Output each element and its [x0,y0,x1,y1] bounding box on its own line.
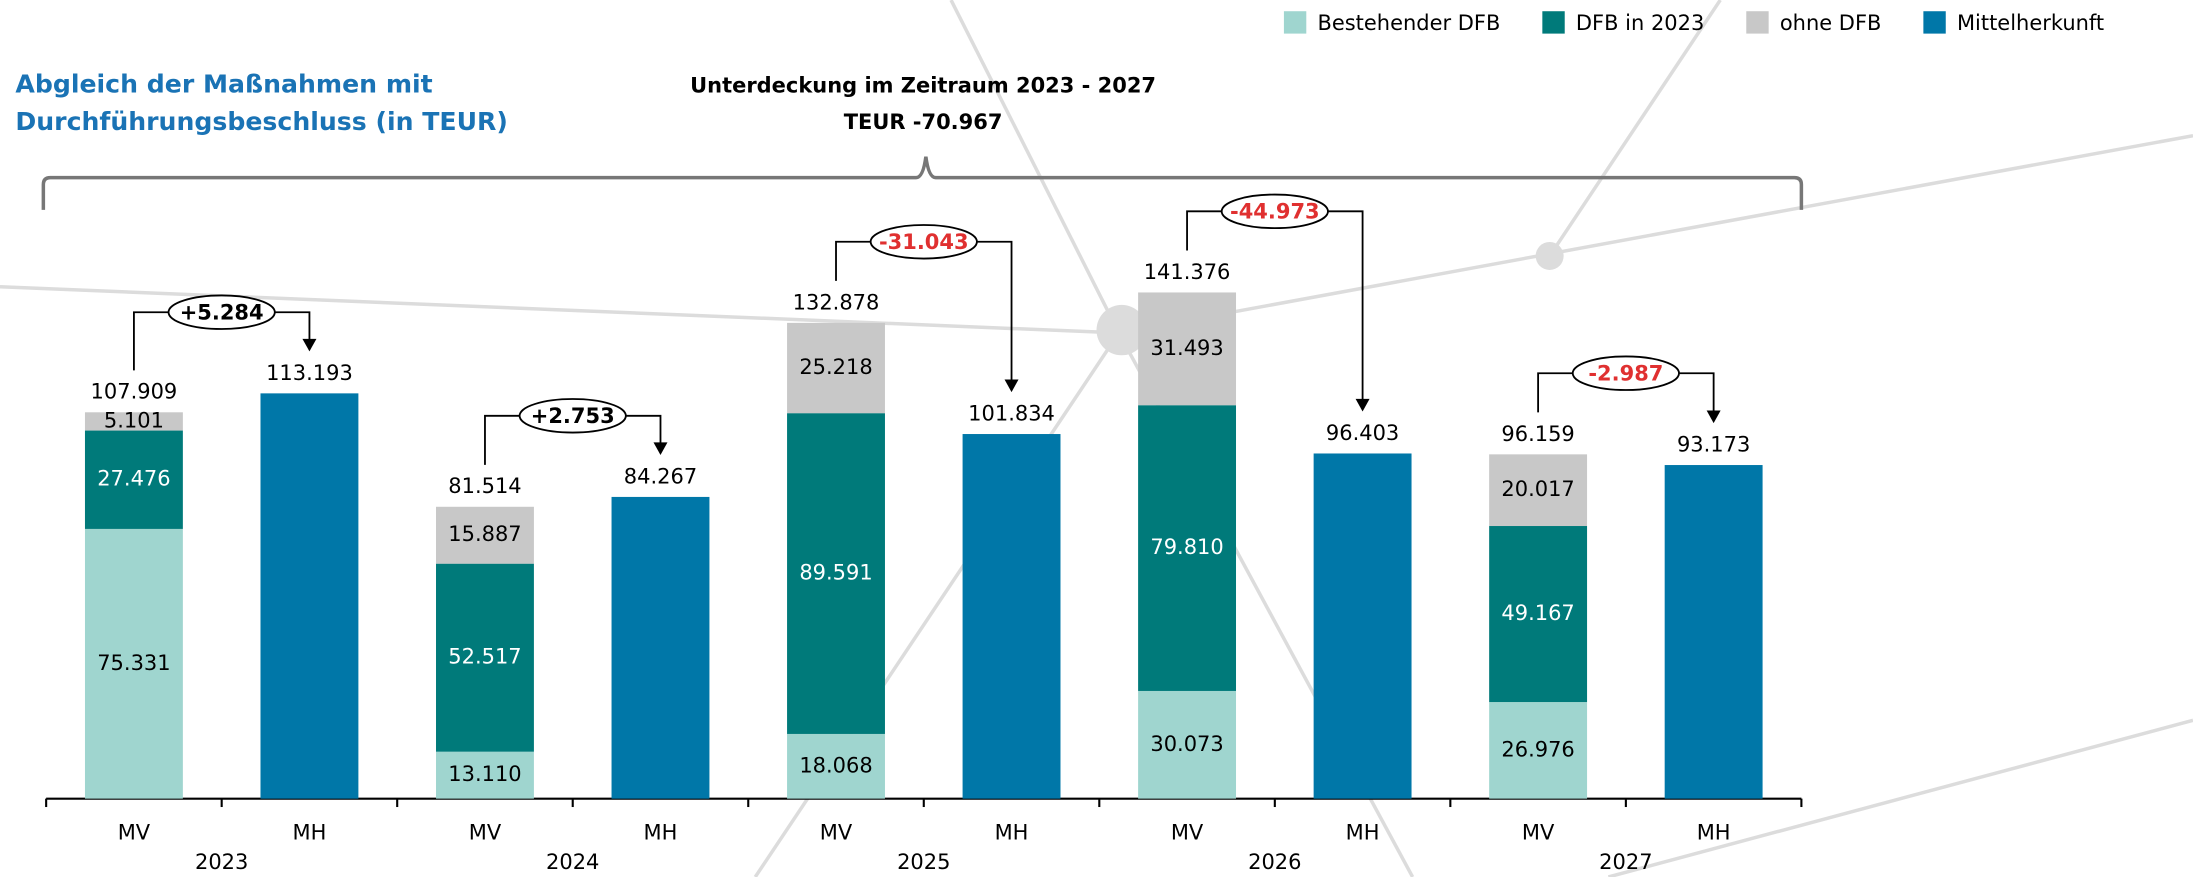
difference-label: +2.753 [531,404,615,428]
data-label: 113.193 [266,361,353,385]
difference-label: -31.043 [879,230,969,254]
bar-segment [962,434,1061,799]
data-label: 52.517 [448,645,521,669]
bar-segment [436,563,534,752]
data-label: 96.403 [1326,421,1399,445]
total-label: 132.878 [793,290,880,314]
bar-segment [436,751,534,799]
legend-swatch [1283,11,1307,34]
legend-swatch [1923,11,1946,34]
difference-label: -2.987 [1588,362,1663,386]
bar-segment [84,528,183,799]
bar-segment [1489,454,1588,527]
difference-arrow [653,442,668,455]
period-brace [41,156,1804,210]
bar-segment [1138,292,1237,406]
chart-title: Abgleich der Maßnahmen mit Durchführungsb… [15,69,508,136]
difference-oval [869,224,978,260]
x-tick-label: MH [1697,821,1731,845]
bar-segment [787,322,885,414]
x-tick-label: MV [118,821,151,845]
group-label: 2027 [1599,850,1652,874]
data-label: 101.834 [968,401,1055,425]
x-tick-label: MH [1346,821,1380,845]
data-label: 27.476 [97,467,170,491]
data-label: 75.331 [97,651,170,675]
x-tick-label: MH [995,821,1029,845]
x-tick-label: MH [644,821,678,845]
data-label: 84.267 [624,464,697,488]
data-label: 79.810 [1150,535,1223,559]
x-tick-label: MV [820,821,853,845]
x-tick-label: MV [1522,821,1555,845]
bar-segment [1664,465,1763,799]
data-label: 15.887 [448,522,521,546]
difference-arrow [302,338,317,352]
data-label: 31.493 [1150,336,1223,360]
difference-oval [1220,193,1329,230]
total-label: 96.159 [1501,422,1574,446]
difference-oval [1571,355,1680,391]
x-tick-label: MV [469,821,502,845]
bar-segment [1489,526,1588,703]
bar-segment [787,733,885,799]
total-label: 141.376 [1144,260,1231,284]
data-label: 93.173 [1677,432,1750,456]
legend-label: Bestehender DFB [1317,11,1500,35]
data-label: 30.073 [1150,732,1223,756]
group-label: 2023 [195,850,248,874]
legend-label: ohne DFB [1780,11,1882,35]
difference-label: +5.284 [180,301,264,325]
data-label: 26.976 [1501,737,1574,761]
bar-segment [1313,453,1412,799]
difference-label: -44.973 [1230,200,1320,224]
data-label: 89.591 [799,561,872,585]
difference-oval [167,294,276,330]
data-label: 13.110 [448,762,521,786]
data-label: 18.068 [799,753,872,777]
data-label: 49.167 [1501,601,1574,625]
difference-oval [518,398,627,434]
x-tick-label: MH [293,821,327,845]
difference-arrow [1706,410,1721,424]
legend-label: DFB in 2023 [1576,11,1704,35]
bar-segment [84,412,183,431]
annotation-value: TEUR -70.967 [844,110,1003,134]
group-label: 2024 [546,850,599,874]
difference-arrow [1355,398,1370,412]
bar-segment [787,413,885,734]
bar-segment [1489,702,1588,799]
difference-arrow [1004,379,1019,393]
bar-segment [1138,690,1237,799]
total-label: 107.909 [91,380,178,404]
group-label: 2025 [897,850,950,874]
bar-segment [436,506,534,564]
bar-segment [611,496,710,799]
data-label: 20.017 [1501,477,1574,501]
bar-segment [260,393,359,799]
bar-segment [84,430,183,529]
legend-swatch [1746,11,1769,34]
group-label: 2026 [1248,850,1301,874]
data-label: 5.101 [104,408,164,432]
annotation-title: Unterdeckung im Zeitraum 2023 - 2027 [690,74,1156,98]
x-tick-label: MV [1171,821,1204,845]
background-dot [1535,241,1564,270]
background-dot [1096,304,1147,356]
legend-swatch [1542,11,1565,34]
bar-segment [1138,405,1237,691]
legend-label: Mittelherkunft [1957,11,2104,35]
total-label: 81.514 [448,474,521,498]
data-label: 25.218 [799,355,872,379]
